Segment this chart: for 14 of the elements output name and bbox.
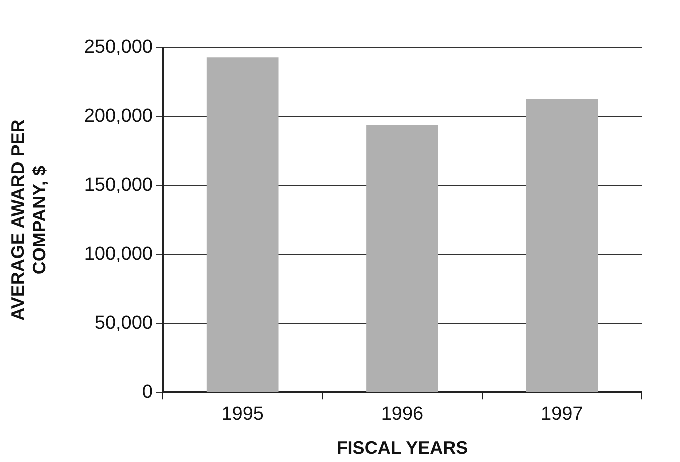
bar [366,125,438,392]
y-tick-label: 100,000 [84,244,153,265]
y-tick-label: 0 [142,382,153,403]
x-axis-title: FISCAL YEARS [336,438,468,458]
x-tick-label: 1995 [222,404,264,426]
bar [206,58,279,392]
bar [526,99,598,392]
y-axis-title: AVERAGE AWARD PER COMPANY, $ [8,120,50,321]
y-tick-label: 250,000 [84,37,153,58]
y-tick-label: 50,000 [94,312,153,334]
x-tick-label: 1997 [541,404,584,426]
y-tick-label: 200,000 [84,106,153,128]
y-tick-label: 150,000 [84,175,153,196]
x-tick-label: 1996 [381,404,424,426]
